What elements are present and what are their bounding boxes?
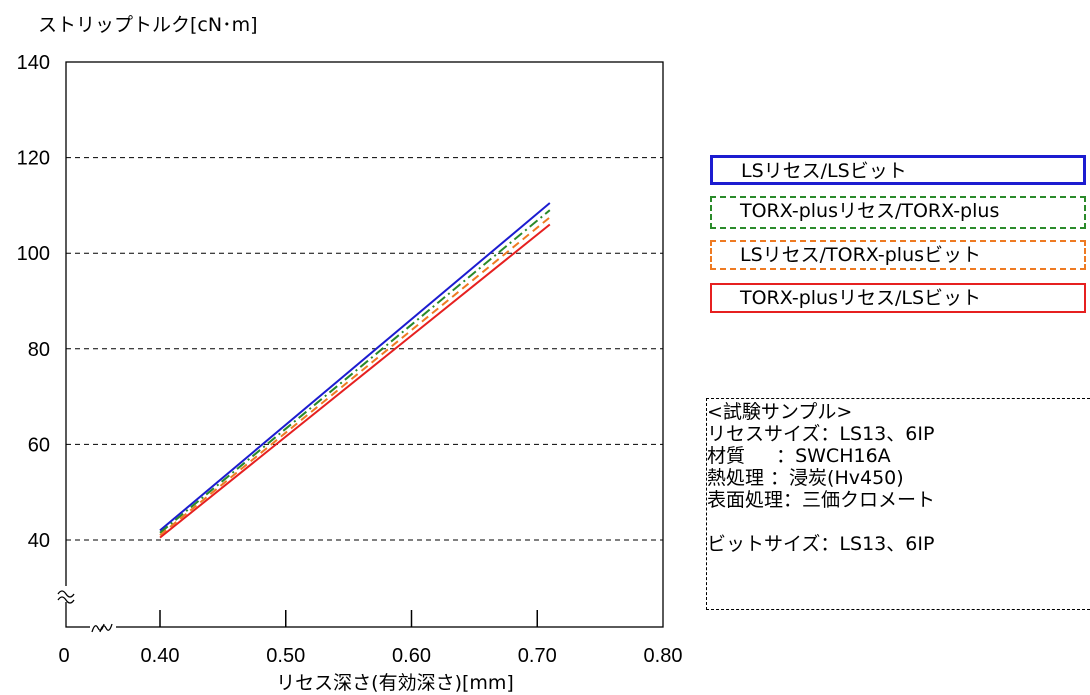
y-tick-label: 40 bbox=[28, 530, 50, 552]
grid-lines bbox=[66, 157, 663, 541]
x-axis-title: リセス深さ(有効深さ)[mm] bbox=[276, 672, 514, 694]
y-tick-label: 80 bbox=[28, 339, 50, 361]
y-tick-label: 100 bbox=[17, 243, 50, 265]
series-line-1 bbox=[159, 209, 551, 534]
legend-item-torx-torx: TORX-plusリセス/TORX-plus bbox=[710, 196, 1086, 229]
y-axis-break-mark-2 bbox=[57, 596, 75, 604]
axis-breaks bbox=[57, 586, 116, 633]
series-line-2 bbox=[159, 216, 551, 536]
sample-bit-size: ビットサイズ：LS13、6IP bbox=[707, 533, 935, 555]
x-tick-label: 0.40 bbox=[141, 645, 180, 667]
x-tick-label: 0.80 bbox=[644, 645, 683, 667]
x-tick-label: 0.50 bbox=[266, 645, 305, 667]
x-tick-label: 0.60 bbox=[392, 645, 431, 667]
y-axis-title: ストリップトルク[cN･m] bbox=[38, 14, 258, 36]
series-line-3 bbox=[159, 223, 551, 539]
x-tick-label: 0.70 bbox=[518, 645, 557, 667]
x-axis-break-mark-1 bbox=[91, 623, 105, 633]
sample-title: <試験サンプル> bbox=[707, 401, 853, 423]
y-tick-label: 120 bbox=[17, 148, 50, 170]
sample-blank bbox=[707, 511, 1090, 533]
tick-marks bbox=[159, 610, 538, 627]
sample-heat-treatment: 熱処理 ：浸炭(Hv450) bbox=[707, 467, 904, 489]
sample-recess-size: リセスサイズ：LS13、6IP bbox=[707, 423, 935, 445]
series-line-0 bbox=[159, 202, 551, 532]
legend-item-ls-torx: LSリセス/TORX-plusビット bbox=[710, 240, 1086, 270]
axes bbox=[65, 61, 664, 628]
sample-material: 材質 ：SWCH16A bbox=[707, 445, 891, 467]
x-tick-label: 0 bbox=[58, 645, 69, 667]
tick-labels: 40 60 80 100 120 140 0 0.40 0.50 0.60 0.70 0.80 bbox=[17, 52, 683, 667]
y-axis-break-mark-1 bbox=[57, 590, 75, 598]
series-lines bbox=[159, 202, 551, 539]
x-axis-break-mark-2 bbox=[99, 623, 113, 633]
legend-item-ls-ls: LSリセス/LSビット bbox=[710, 155, 1086, 185]
sample-surface: 表面処理：三価クロメート bbox=[707, 489, 936, 511]
y-tick-label: 60 bbox=[28, 434, 50, 456]
y-tick-label: 140 bbox=[17, 52, 50, 74]
plot-frame bbox=[65, 61, 664, 628]
legend-item-torx-ls: TORX-plusリセス/LSビット bbox=[710, 283, 1086, 313]
sample-info-box: <試験サンプル> リセスサイズ：LS13、6IP 材質 ：SWCH16A 熱処理… bbox=[706, 398, 1090, 610]
